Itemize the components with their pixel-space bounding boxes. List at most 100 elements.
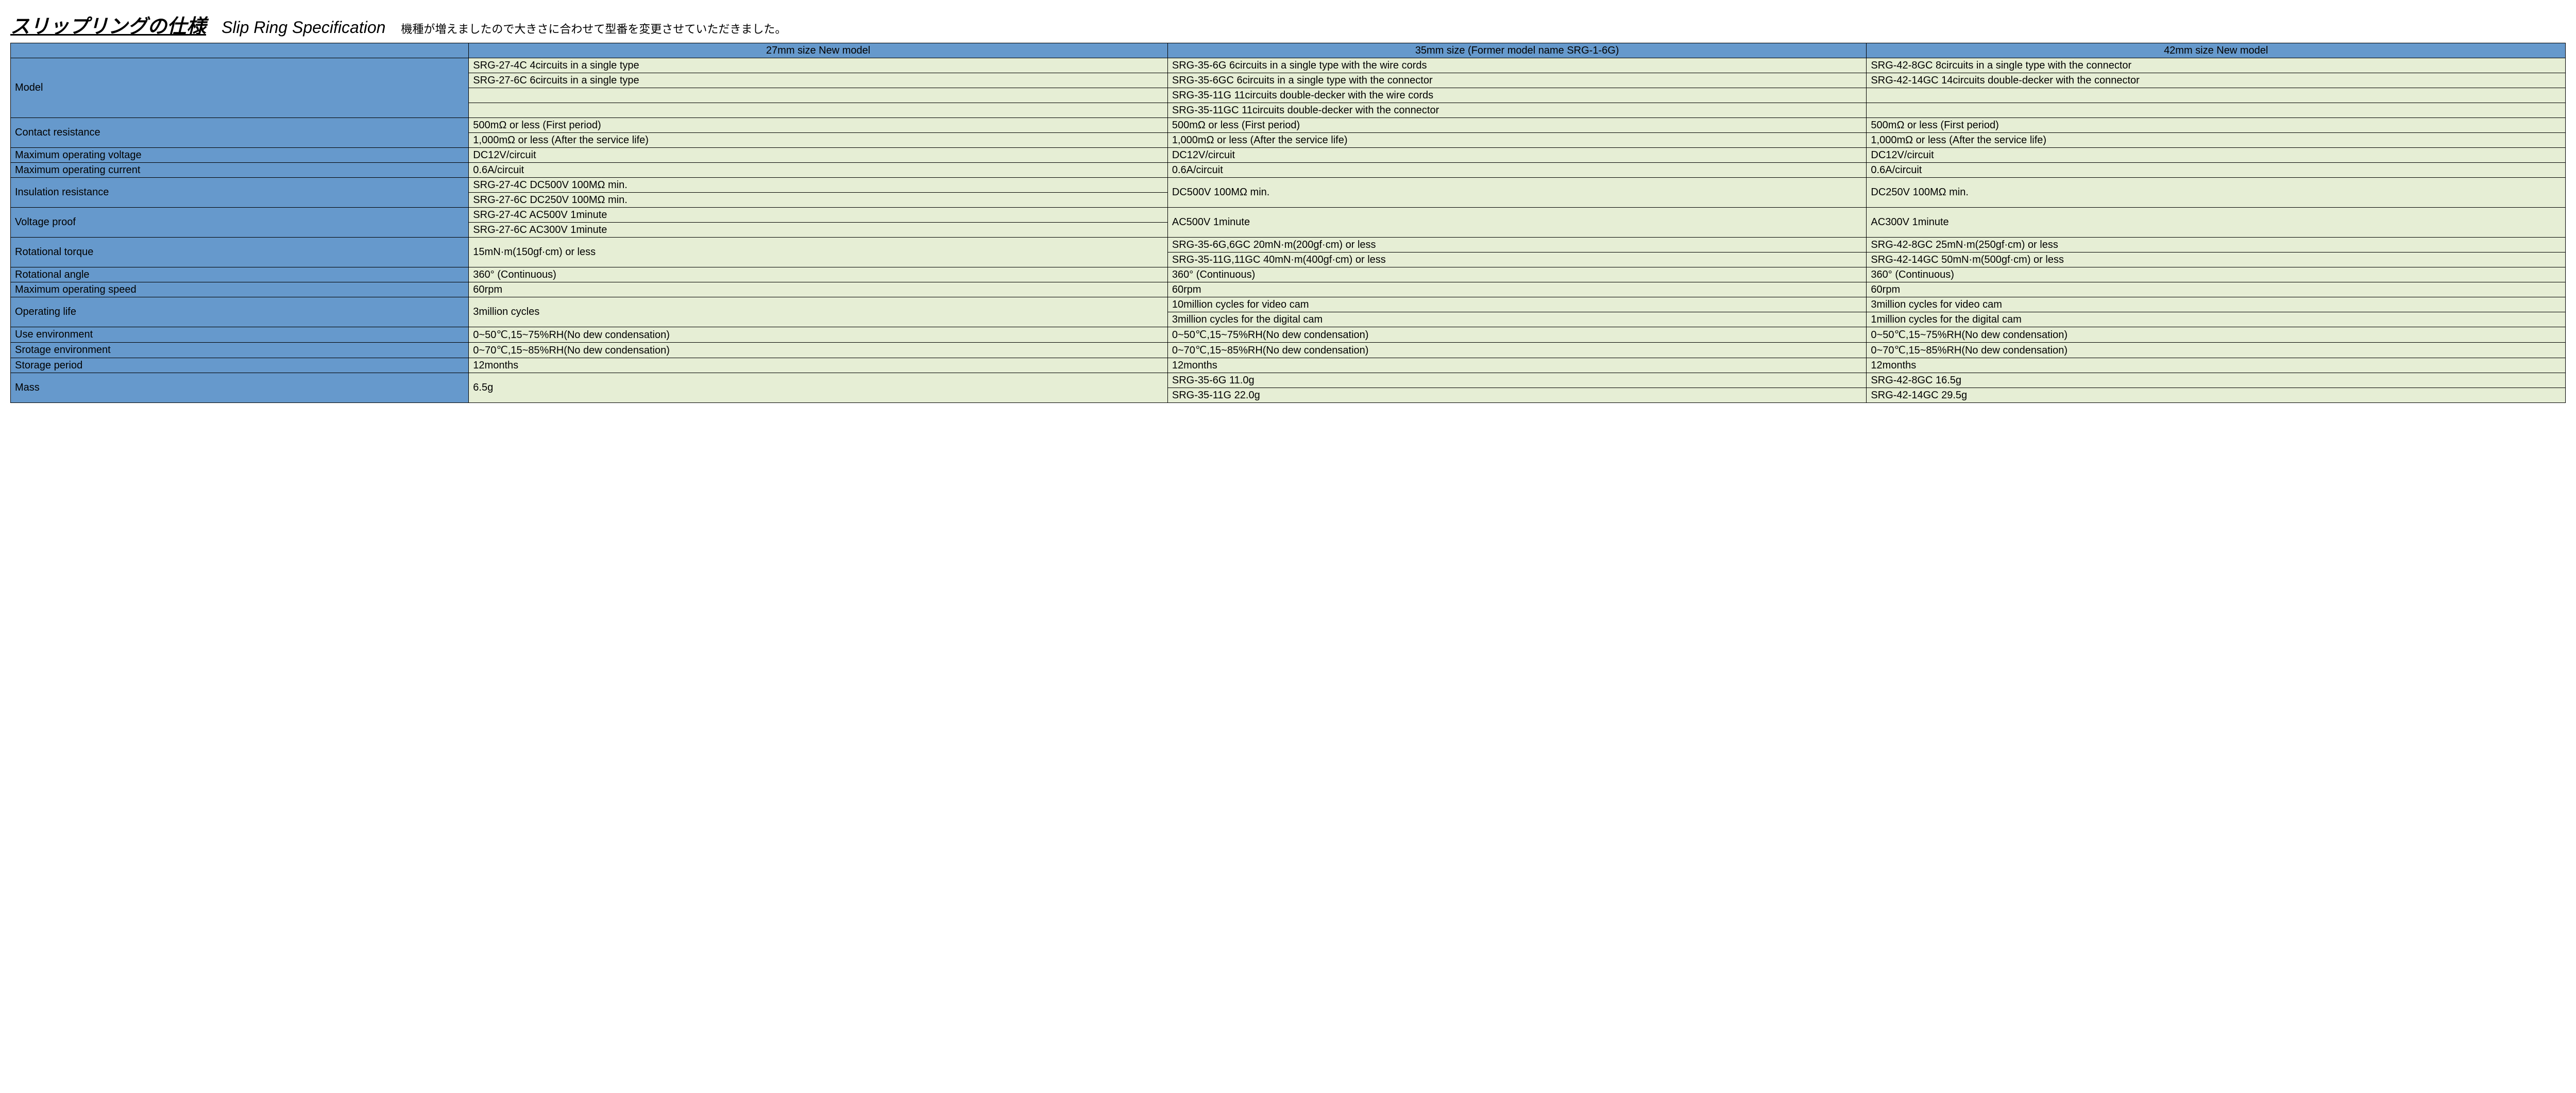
- cell: 12months: [469, 358, 1168, 373]
- row-contact-1: Contact resistance 500mΩ or less (First …: [11, 118, 2566, 133]
- row-torque-1: Rotational torque 15mN·m(150gf·cm) or le…: [11, 238, 2566, 253]
- cell: 12months: [1167, 358, 1867, 373]
- cell: AC300V 1minute: [1867, 208, 2566, 238]
- cell: SRG-27-4C AC500V 1minute: [469, 208, 1168, 223]
- row-storper: Storage period 12months 12months 12month…: [11, 358, 2566, 373]
- cell: SRG-27-4C DC500V 100MΩ min.: [469, 178, 1168, 193]
- row-maxi: Maximum operating current 0.6A/circuit 0…: [11, 163, 2566, 178]
- cell: 1,000mΩ or less (After the service life): [469, 133, 1168, 148]
- cell: DC12V/circuit: [1867, 148, 2566, 163]
- label-vproof: Voltage proof: [11, 208, 469, 238]
- cell: SRG-42-8GC 16.5g: [1867, 373, 2566, 388]
- cell: SRG-27-6C DC250V 100MΩ min.: [469, 193, 1168, 208]
- cell: 0.6A/circuit: [1167, 163, 1867, 178]
- cell: SRG-35-6G,6GC 20mN·m(200gf·cm) or less: [1167, 238, 1867, 253]
- row-useenv: Use environment 0~50℃,15~75%RH(No dew co…: [11, 327, 2566, 343]
- row-model-1: Model SRG-27-4C 4circuits in a single ty…: [11, 58, 2566, 73]
- header-blank: [11, 43, 469, 58]
- cell: 3million cycles for the digital cam: [1167, 312, 1867, 327]
- cell: DC12V/circuit: [1167, 148, 1867, 163]
- row-speed: Maximum operating speed 60rpm 60rpm 60rp…: [11, 282, 2566, 297]
- cell: SRG-35-11GC 11circuits double-decker wit…: [1167, 103, 1867, 118]
- cell: 360° (Continuous): [1167, 267, 1867, 282]
- cell: 10million cycles for video cam: [1167, 297, 1867, 312]
- row-mass-1: Mass 6.5g SRG-35-6G 11.0g SRG-42-8GC 16.…: [11, 373, 2566, 388]
- cell: 0~50℃,15~75%RH(No dew condensation): [469, 327, 1168, 343]
- cell: 0~70℃,15~85%RH(No dew condensation): [469, 343, 1168, 358]
- cell: 1,000mΩ or less (After the service life): [1167, 133, 1867, 148]
- header-42mm: 42mm size New model: [1867, 43, 2566, 58]
- cell: 360° (Continuous): [469, 267, 1168, 282]
- label-life: Operating life: [11, 297, 469, 327]
- row-vproof-1: Voltage proof SRG-27-4C AC500V 1minute A…: [11, 208, 2566, 223]
- cell: 3million cycles for video cam: [1867, 297, 2566, 312]
- cell: 12months: [1867, 358, 2566, 373]
- label-storenv: Srotage environment: [11, 343, 469, 358]
- label-contact: Contact resistance: [11, 118, 469, 148]
- label-useenv: Use environment: [11, 327, 469, 343]
- cell: 1million cycles for the digital cam: [1867, 312, 2566, 327]
- row-life-1: Operating life 3million cycles 10million…: [11, 297, 2566, 312]
- cell: SRG-42-14GC 50mN·m(500gf·cm) or less: [1867, 253, 2566, 267]
- cell: SRG-35-11G 11circuits double-decker with…: [1167, 88, 1867, 103]
- cell: 6.5g: [469, 373, 1168, 403]
- cell: 0~50℃,15~75%RH(No dew condensation): [1167, 327, 1867, 343]
- title-row: スリップリングの仕様 Slip Ring Specification 機種が増え…: [10, 10, 2566, 39]
- subtitle: 機種が増えましたので大きさに合わせて型番を変更させていただきました。: [401, 20, 786, 37]
- cell: 0~70℃,15~85%RH(No dew condensation): [1867, 343, 2566, 358]
- cell: SRG-42-8GC 8circuits in a single type wi…: [1867, 58, 2566, 73]
- cell: 0~70℃,15~85%RH(No dew condensation): [1167, 343, 1867, 358]
- cell: [469, 103, 1168, 118]
- label-maxv: Maximum operating voltage: [11, 148, 469, 163]
- cell: AC500V 1minute: [1167, 208, 1867, 238]
- cell: 360° (Continuous): [1867, 267, 2566, 282]
- cell: [1867, 103, 2566, 118]
- cell: 60rpm: [469, 282, 1168, 297]
- cell: 60rpm: [1167, 282, 1867, 297]
- cell: SRG-42-8GC 25mN·m(250gf·cm) or less: [1867, 238, 2566, 253]
- cell: SRG-35-11G 22.0g: [1167, 388, 1867, 403]
- spec-table: 27mm size New model 35mm size (Former mo…: [10, 43, 2566, 403]
- cell: 0.6A/circuit: [1867, 163, 2566, 178]
- header-35mm: 35mm size (Former model name SRG-1-6G): [1167, 43, 1867, 58]
- label-speed: Maximum operating speed: [11, 282, 469, 297]
- cell: DC12V/circuit: [469, 148, 1168, 163]
- header-row: 27mm size New model 35mm size (Former mo…: [11, 43, 2566, 58]
- cell: 500mΩ or less (First period): [1167, 118, 1867, 133]
- title-en: Slip Ring Specification: [222, 18, 385, 37]
- cell: SRG-35-6GC 6circuits in a single type wi…: [1167, 73, 1867, 88]
- cell: SRG-35-6G 11.0g: [1167, 373, 1867, 388]
- cell: 1,000mΩ or less (After the service life): [1867, 133, 2566, 148]
- cell: 3million cycles: [469, 297, 1168, 327]
- cell: SRG-27-6C AC300V 1minute: [469, 223, 1168, 238]
- cell: 60rpm: [1867, 282, 2566, 297]
- title-jp: スリップリングの仕様: [10, 10, 206, 39]
- row-storenv: Srotage environment 0~70℃,15~85%RH(No de…: [11, 343, 2566, 358]
- label-angle: Rotational angle: [11, 267, 469, 282]
- cell: [469, 88, 1168, 103]
- cell: SRG-27-4C 4circuits in a single type: [469, 58, 1168, 73]
- cell: 15mN·m(150gf·cm) or less: [469, 238, 1168, 267]
- cell: [1867, 88, 2566, 103]
- cell: 0.6A/circuit: [469, 163, 1168, 178]
- cell: DC500V 100MΩ min.: [1167, 178, 1867, 208]
- label-model: Model: [11, 58, 469, 118]
- cell: 500mΩ or less (First period): [469, 118, 1168, 133]
- label-storper: Storage period: [11, 358, 469, 373]
- label-maxi: Maximum operating current: [11, 163, 469, 178]
- row-maxv: Maximum operating voltage DC12V/circuit …: [11, 148, 2566, 163]
- row-angle: Rotational angle 360° (Continuous) 360° …: [11, 267, 2566, 282]
- cell: 0~50℃,15~75%RH(No dew condensation): [1867, 327, 2566, 343]
- header-27mm: 27mm size New model: [469, 43, 1168, 58]
- cell: 500mΩ or less (First period): [1867, 118, 2566, 133]
- cell: SRG-35-6G 6circuits in a single type wit…: [1167, 58, 1867, 73]
- cell: SRG-35-11G,11GC 40mN·m(400gf·cm) or less: [1167, 253, 1867, 267]
- cell: DC250V 100MΩ min.: [1867, 178, 2566, 208]
- label-torque: Rotational torque: [11, 238, 469, 267]
- cell: SRG-42-14GC 14circuits double-decker wit…: [1867, 73, 2566, 88]
- label-insul: Insulation resistance: [11, 178, 469, 208]
- row-insul-1: Insulation resistance SRG-27-4C DC500V 1…: [11, 178, 2566, 193]
- label-mass: Mass: [11, 373, 469, 403]
- cell: SRG-27-6C 6circuits in a single type: [469, 73, 1168, 88]
- cell: SRG-42-14GC 29.5g: [1867, 388, 2566, 403]
